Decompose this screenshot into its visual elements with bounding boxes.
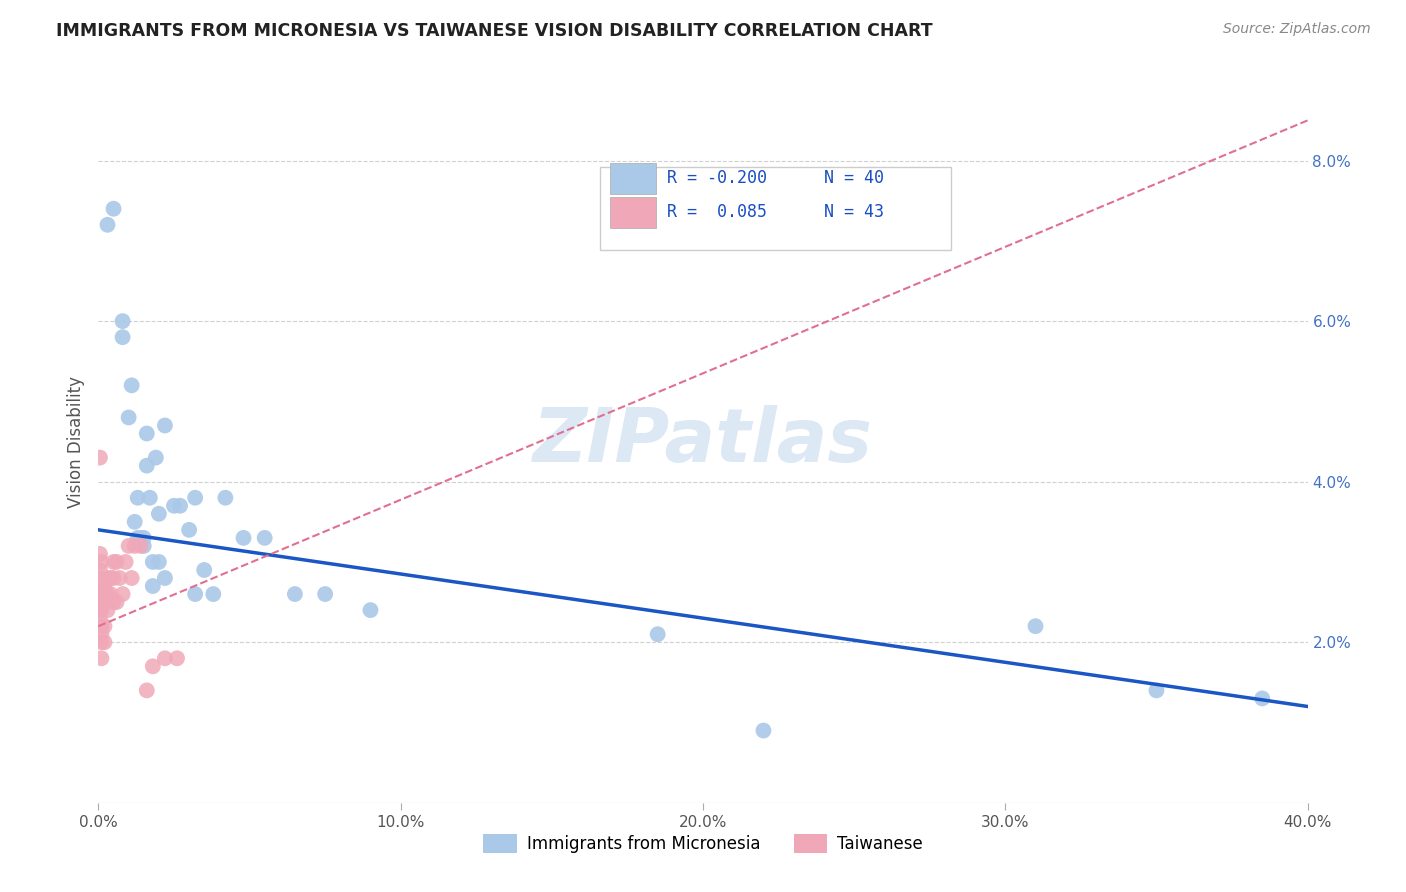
Text: R =  0.085: R = 0.085 bbox=[666, 202, 766, 221]
Point bbox=[90, 555, 112, 569]
Point bbox=[253, 531, 276, 545]
Point bbox=[90, 571, 112, 585]
Text: ZIPatlas: ZIPatlas bbox=[533, 405, 873, 478]
Point bbox=[124, 539, 146, 553]
Point bbox=[142, 659, 165, 673]
Point bbox=[93, 595, 115, 609]
Point bbox=[96, 587, 118, 601]
Point bbox=[148, 555, 170, 569]
Point bbox=[132, 531, 155, 545]
Point bbox=[179, 523, 201, 537]
Point bbox=[139, 491, 162, 505]
Point bbox=[142, 555, 165, 569]
Point bbox=[360, 603, 382, 617]
Point bbox=[127, 531, 149, 545]
Point bbox=[202, 587, 225, 601]
Point bbox=[214, 491, 236, 505]
Point bbox=[135, 683, 157, 698]
Point bbox=[103, 571, 125, 585]
Point bbox=[93, 635, 115, 649]
Point bbox=[100, 587, 122, 601]
Point bbox=[121, 378, 143, 392]
Point bbox=[89, 603, 111, 617]
Point bbox=[103, 555, 125, 569]
Point bbox=[90, 619, 112, 633]
Text: IMMIGRANTS FROM MICRONESIA VS TAIWANESE VISION DISABILITY CORRELATION CHART: IMMIGRANTS FROM MICRONESIA VS TAIWANESE … bbox=[56, 22, 932, 40]
Point bbox=[96, 218, 118, 232]
Point bbox=[90, 651, 112, 665]
Point bbox=[647, 627, 669, 641]
Point bbox=[169, 499, 191, 513]
Point bbox=[89, 563, 111, 577]
Point bbox=[121, 571, 143, 585]
Point bbox=[89, 611, 111, 625]
Point bbox=[90, 595, 112, 609]
FancyBboxPatch shape bbox=[600, 167, 950, 250]
Point bbox=[118, 410, 141, 425]
Point bbox=[89, 587, 111, 601]
Point bbox=[145, 450, 167, 465]
Point bbox=[90, 627, 112, 641]
Point bbox=[163, 499, 186, 513]
Point bbox=[90, 603, 112, 617]
Point bbox=[1144, 683, 1167, 698]
FancyBboxPatch shape bbox=[610, 196, 655, 228]
Point bbox=[142, 579, 165, 593]
Text: Source: ZipAtlas.com: Source: ZipAtlas.com bbox=[1223, 22, 1371, 37]
Point bbox=[166, 651, 188, 665]
Point bbox=[90, 635, 112, 649]
Point bbox=[184, 491, 207, 505]
Point bbox=[127, 491, 149, 505]
Point bbox=[314, 587, 336, 601]
Point bbox=[153, 571, 176, 585]
Point bbox=[129, 539, 152, 553]
Text: N = 40: N = 40 bbox=[824, 169, 884, 186]
Point bbox=[96, 603, 118, 617]
Point bbox=[100, 571, 122, 585]
Point bbox=[193, 563, 215, 577]
Point bbox=[184, 587, 207, 601]
Point bbox=[135, 458, 157, 473]
FancyBboxPatch shape bbox=[610, 162, 655, 194]
Point bbox=[103, 202, 125, 216]
Point bbox=[108, 571, 131, 585]
Point bbox=[1024, 619, 1046, 633]
Point bbox=[105, 595, 128, 609]
Point bbox=[93, 619, 115, 633]
Point bbox=[89, 579, 111, 593]
Point bbox=[114, 555, 136, 569]
Point bbox=[124, 515, 146, 529]
Point bbox=[111, 314, 134, 328]
Text: R = -0.200: R = -0.200 bbox=[666, 169, 766, 186]
Point bbox=[89, 450, 111, 465]
Legend: Immigrants from Micronesia, Taiwanese: Immigrants from Micronesia, Taiwanese bbox=[477, 827, 929, 860]
Point bbox=[96, 571, 118, 585]
Point bbox=[111, 587, 134, 601]
Point bbox=[90, 587, 112, 601]
Point bbox=[148, 507, 170, 521]
Point bbox=[284, 587, 307, 601]
Point bbox=[153, 418, 176, 433]
Point bbox=[89, 595, 111, 609]
Point bbox=[752, 723, 775, 738]
Point bbox=[89, 547, 111, 561]
Point bbox=[232, 531, 254, 545]
Point bbox=[1251, 691, 1274, 706]
Text: N = 43: N = 43 bbox=[824, 202, 884, 221]
Y-axis label: Vision Disability: Vision Disability bbox=[66, 376, 84, 508]
Point bbox=[93, 579, 115, 593]
Point bbox=[103, 595, 125, 609]
Point bbox=[129, 531, 152, 545]
Point bbox=[105, 555, 128, 569]
Point bbox=[111, 330, 134, 344]
Point bbox=[132, 539, 155, 553]
Point bbox=[153, 651, 176, 665]
Point bbox=[118, 539, 141, 553]
Point bbox=[93, 587, 115, 601]
Point bbox=[135, 426, 157, 441]
